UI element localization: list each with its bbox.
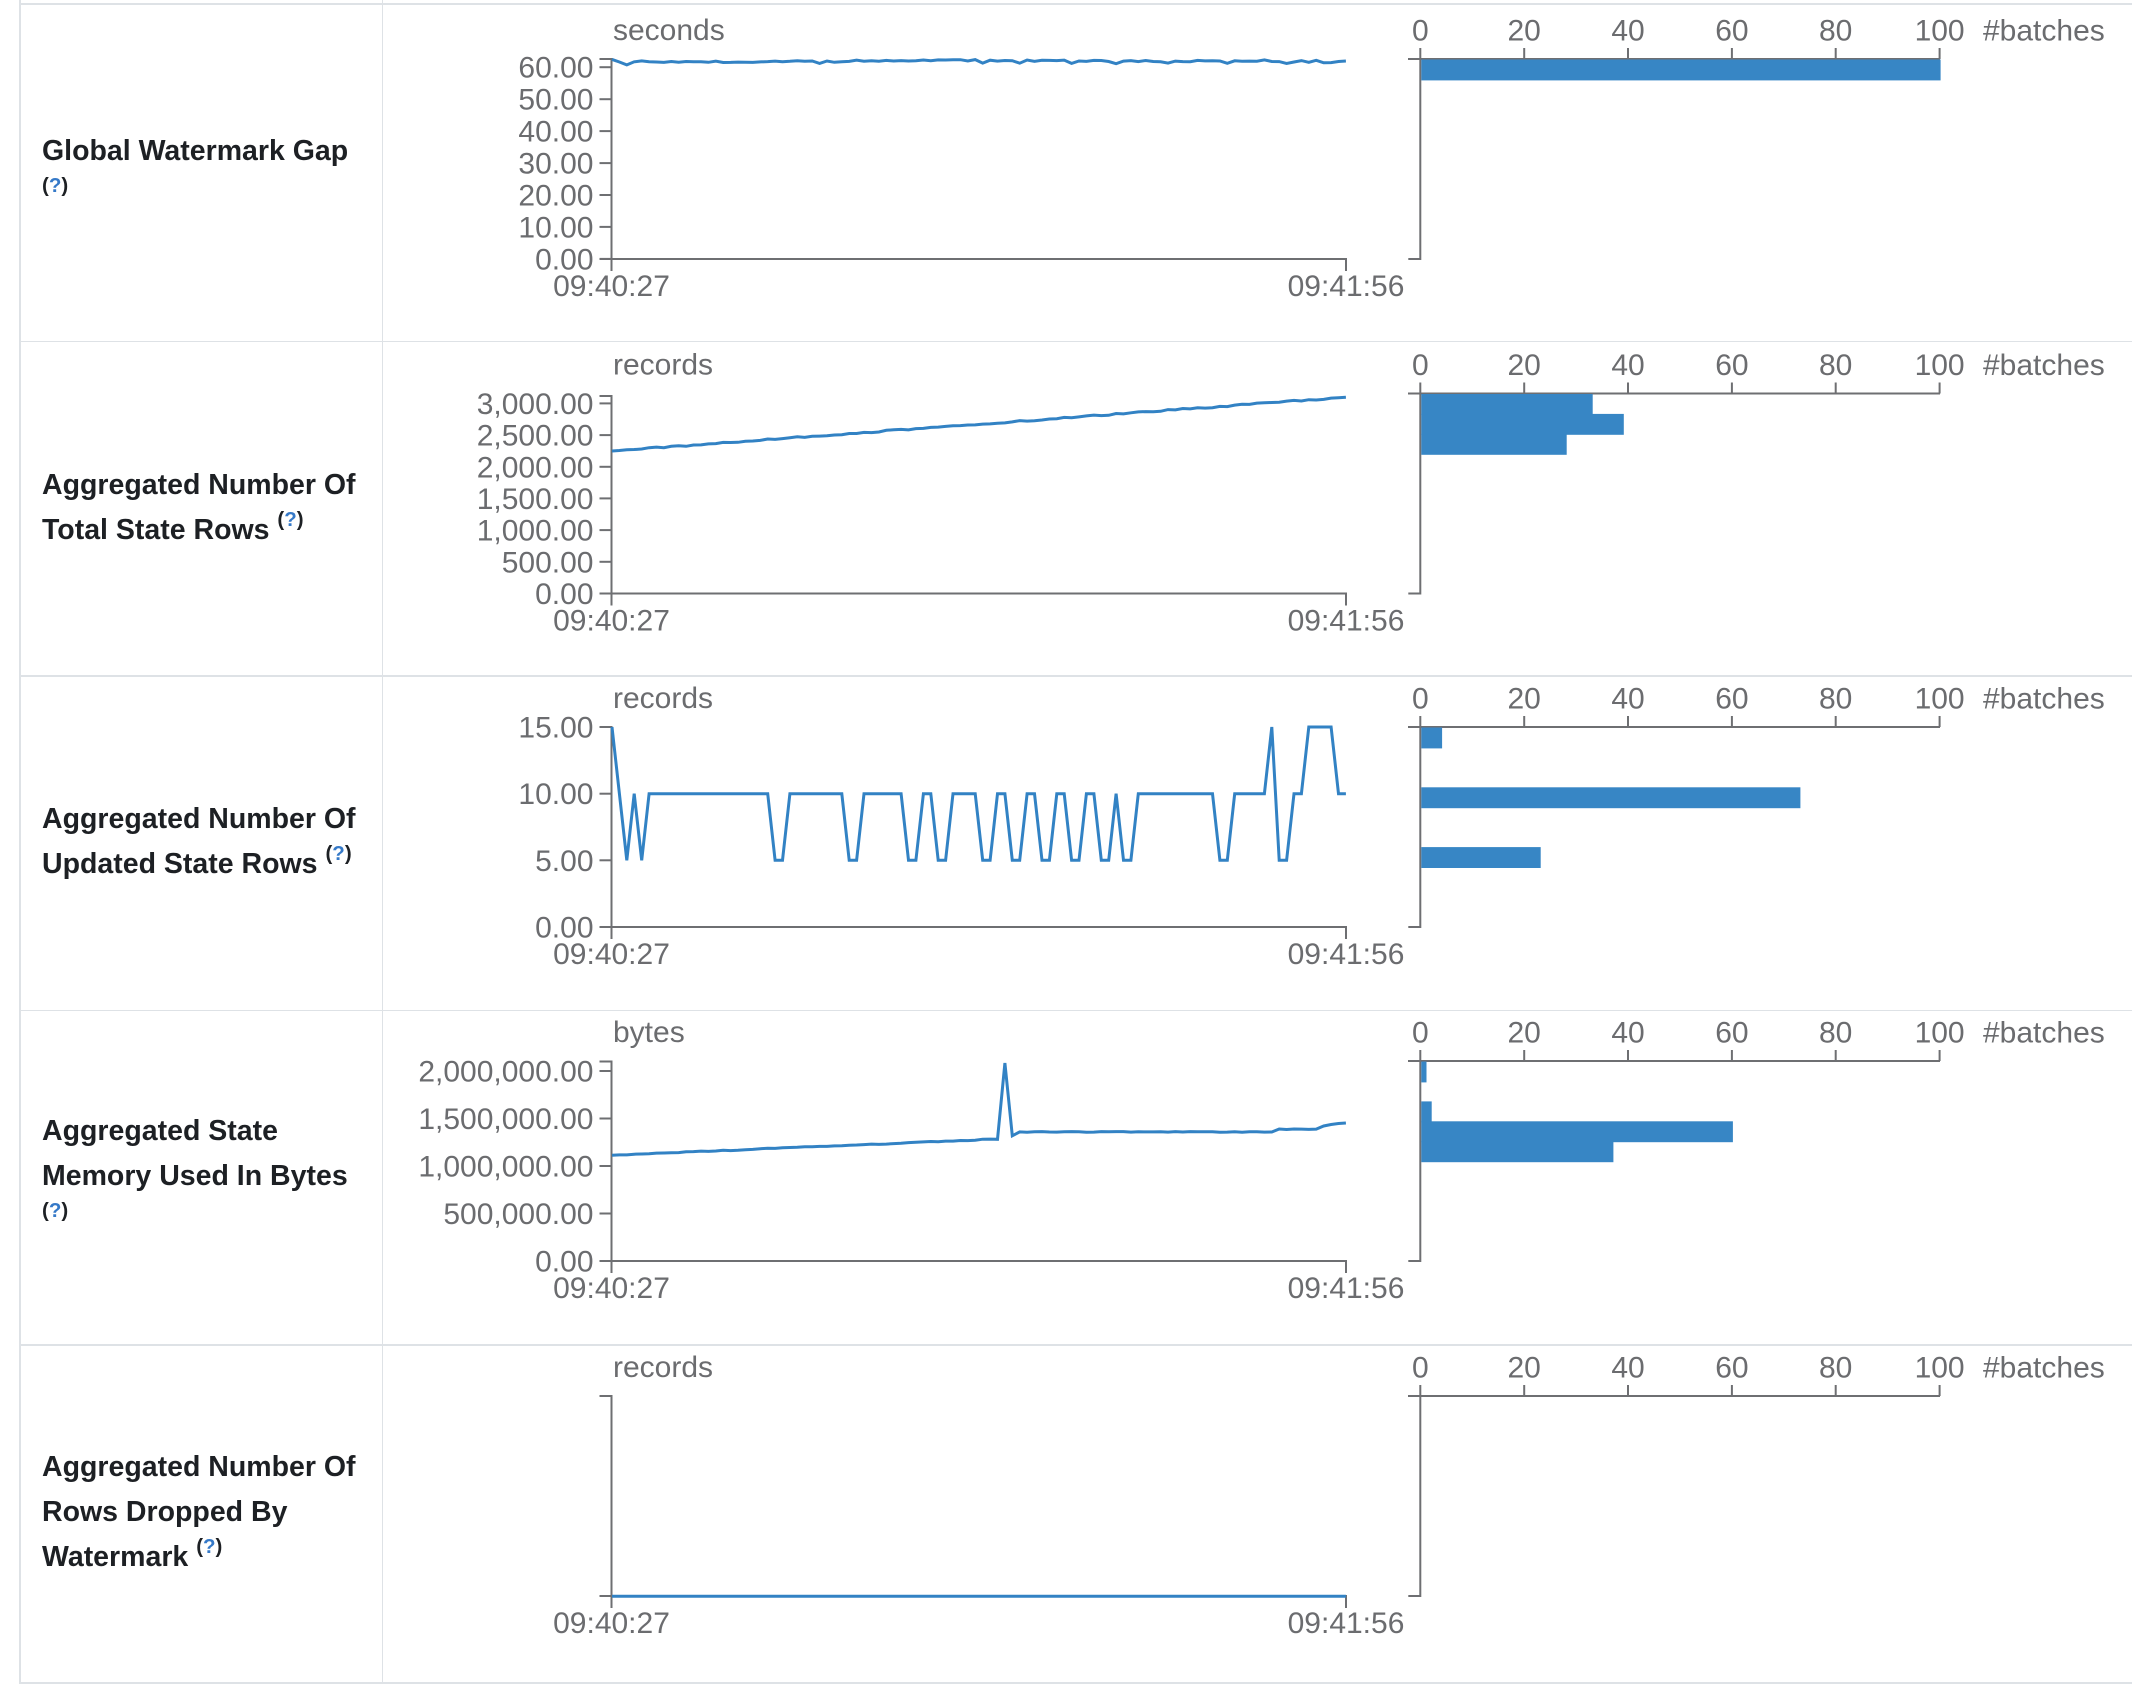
svg-text:40: 40: [1611, 15, 1644, 48]
svg-text:60: 60: [1715, 349, 1748, 382]
svg-text:1,500.00: 1,500.00: [477, 483, 594, 516]
svg-text:60.00: 60.00: [518, 52, 593, 85]
svg-text:60: 60: [1715, 1017, 1748, 1050]
svg-text:2,000.00: 2,000.00: [477, 451, 594, 484]
svg-text:0: 0: [1412, 1352, 1429, 1385]
svg-text:0: 0: [1412, 15, 1429, 48]
svg-text:500,000.00: 500,000.00: [443, 1198, 593, 1231]
svg-text:0: 0: [1412, 349, 1429, 382]
svg-text:10.00: 10.00: [518, 211, 593, 244]
svg-text:0.00: 0.00: [535, 243, 593, 276]
svg-text:60: 60: [1715, 15, 1748, 48]
svg-text:seconds: seconds: [613, 14, 725, 47]
svg-text:0.00: 0.00: [535, 912, 593, 945]
svg-text:80: 80: [1819, 683, 1852, 716]
svg-text:records: records: [613, 349, 713, 382]
svg-text:0.00: 0.00: [535, 1246, 593, 1279]
svg-text:40: 40: [1611, 683, 1644, 716]
svg-text:2,000,000.00: 2,000,000.00: [418, 1056, 593, 1089]
svg-text:records: records: [613, 1351, 713, 1384]
svg-text:#batches: #batches: [1983, 1352, 2105, 1385]
svg-text:09:41:56: 09:41:56: [1288, 1607, 1405, 1640]
svg-text:20.00: 20.00: [518, 180, 593, 213]
svg-text:60: 60: [1715, 1352, 1748, 1385]
svg-text:09:40:27: 09:40:27: [553, 1272, 670, 1305]
svg-text:20: 20: [1508, 349, 1541, 382]
svg-text:09:41:56: 09:41:56: [1288, 270, 1405, 303]
svg-text:80: 80: [1819, 1352, 1852, 1385]
svg-text:bytes: bytes: [613, 1016, 685, 1049]
svg-text:40: 40: [1611, 349, 1644, 382]
svg-text:30.00: 30.00: [518, 148, 593, 181]
svg-text:100: 100: [1915, 1352, 1965, 1385]
svg-text:10.00: 10.00: [518, 778, 593, 811]
svg-text:5.00: 5.00: [535, 845, 593, 878]
svg-text:09:40:27: 09:40:27: [553, 938, 670, 971]
svg-text:40: 40: [1611, 1017, 1644, 1050]
svg-text:#batches: #batches: [1983, 349, 2105, 382]
svg-text:2,500.00: 2,500.00: [477, 420, 594, 453]
svg-text:500.00: 500.00: [502, 546, 594, 579]
svg-text:80: 80: [1819, 1017, 1852, 1050]
svg-text:15.00: 15.00: [518, 712, 593, 745]
svg-text:20: 20: [1508, 1352, 1541, 1385]
svg-text:09:40:27: 09:40:27: [553, 270, 670, 303]
svg-text:#batches: #batches: [1983, 15, 2105, 48]
svg-text:records: records: [613, 682, 713, 715]
svg-text:100: 100: [1915, 683, 1965, 716]
svg-text:#batches: #batches: [1983, 1017, 2105, 1050]
svg-text:1,500,000.00: 1,500,000.00: [418, 1103, 593, 1136]
svg-text:3,000.00: 3,000.00: [477, 388, 594, 421]
svg-text:80: 80: [1819, 349, 1852, 382]
svg-text:09:41:56: 09:41:56: [1288, 938, 1405, 971]
svg-text:40: 40: [1611, 1352, 1644, 1385]
svg-text:20: 20: [1508, 683, 1541, 716]
svg-text:09:41:56: 09:41:56: [1288, 605, 1405, 638]
svg-text:09:40:27: 09:40:27: [553, 605, 670, 638]
svg-text:100: 100: [1915, 349, 1965, 382]
svg-text:0.00: 0.00: [535, 578, 593, 611]
svg-text:80: 80: [1819, 15, 1852, 48]
svg-text:50.00: 50.00: [518, 84, 593, 117]
svg-text:60: 60: [1715, 683, 1748, 716]
svg-text:0: 0: [1412, 683, 1429, 716]
svg-text:100: 100: [1915, 15, 1965, 48]
svg-text:09:41:56: 09:41:56: [1288, 1272, 1405, 1305]
svg-text:1,000.00: 1,000.00: [477, 515, 594, 548]
svg-text:0: 0: [1412, 1017, 1429, 1050]
svg-text:40.00: 40.00: [518, 116, 593, 149]
svg-text:20: 20: [1508, 1017, 1541, 1050]
svg-text:09:40:27: 09:40:27: [553, 1607, 670, 1640]
svg-text:20: 20: [1508, 15, 1541, 48]
svg-text:1,000,000.00: 1,000,000.00: [418, 1151, 593, 1184]
svg-text:100: 100: [1915, 1017, 1965, 1050]
svg-text:#batches: #batches: [1983, 683, 2105, 716]
